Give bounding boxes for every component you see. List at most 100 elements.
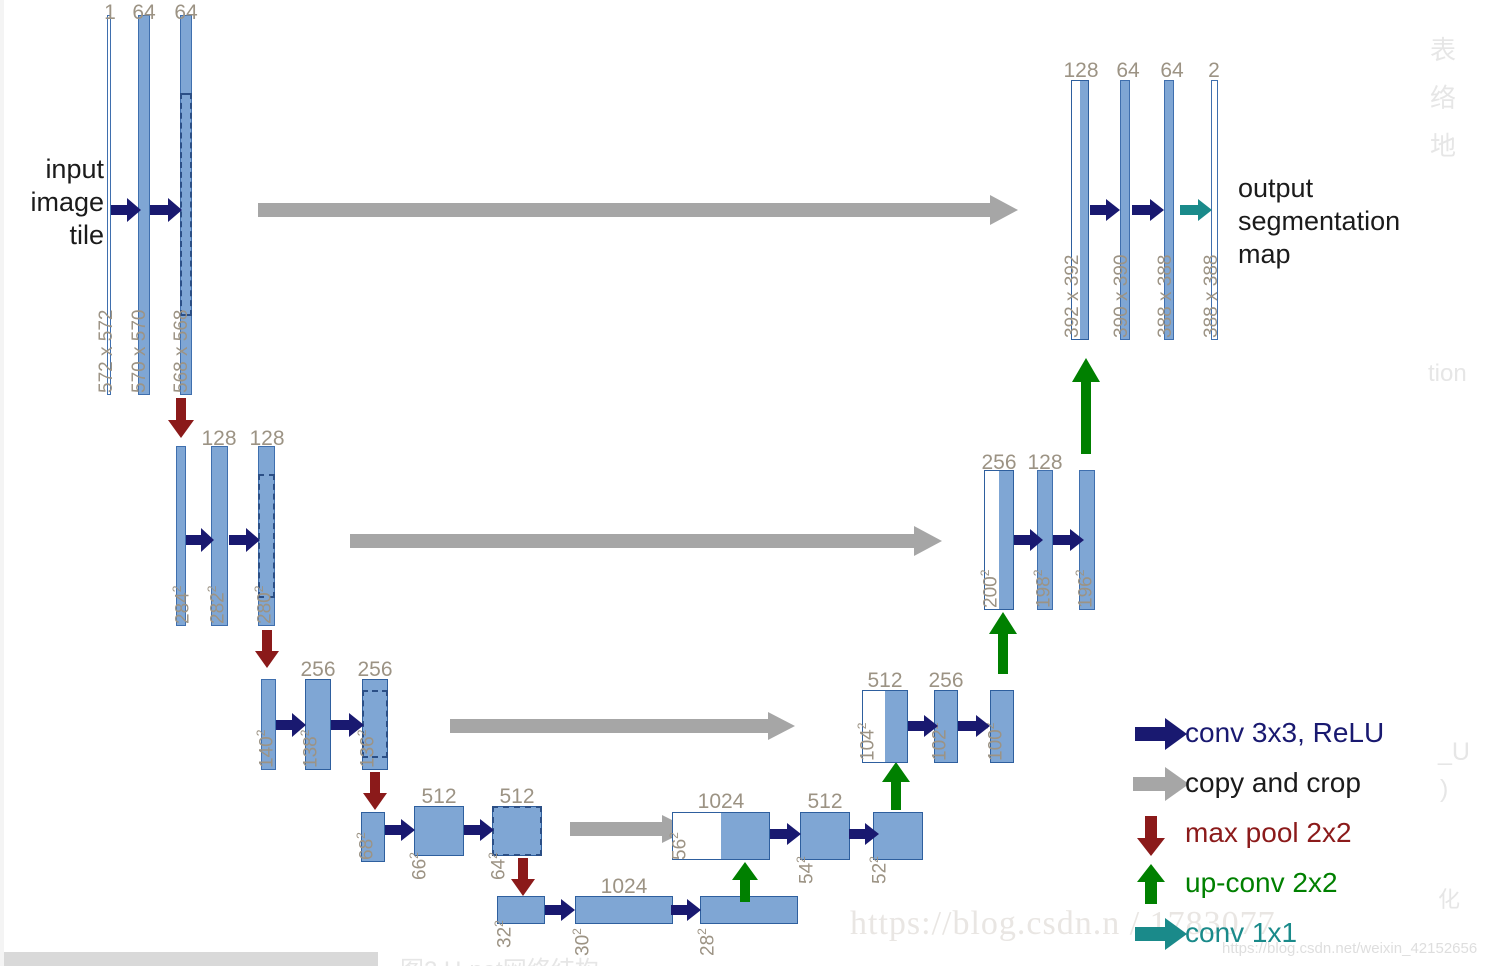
max-pool-arrow-1 [168,398,194,438]
right-arrow-icon [1133,760,1189,808]
bleed-cjk-2: 络 [1430,83,1457,113]
conv-arrow-dec4-b [849,820,879,848]
max-pool-arrow-4 [511,858,535,896]
conv-arrow-enc3-b [331,710,364,740]
legend-label-maxpool: max pool 2x2 [1185,817,1352,848]
dim-dec2-2: 1982 [1031,569,1055,608]
dim-dec1-3: 388 x 388 [1155,254,1176,338]
conv-arrow-enc3-a [276,710,306,740]
block-enc4-2 [414,806,464,856]
channels-enc4-3: 512 [499,785,535,808]
dim-dec1-2: 390 x 390 [1111,254,1132,338]
down-arrow-icon [1133,810,1189,858]
right-arrow-icon [1133,710,1189,758]
dim-bottleneck-3: 282 [695,928,719,956]
block-dec1-concat [1071,80,1089,340]
max-pool-arrow-3 [363,772,387,810]
page-edge-left [0,0,4,966]
dim-enc3-1: 1402 [254,729,278,768]
channels-enc1-3: 64 [174,1,198,24]
dim-bottleneck-2: 302 [570,928,594,956]
channels-dec4-2: 512 [807,790,843,813]
block-enc1-1 [107,15,111,395]
channels-dec1-2: 64 [1116,59,1140,82]
block-enc1-2 [138,15,150,395]
dim-bottleneck-1: 322 [492,920,516,948]
block-dec1-3 [1164,80,1174,340]
conv-arrow-dec3-b [958,712,990,740]
input-label: input image tile [30,154,104,250]
channels-enc1-1: 1 [104,1,116,24]
channels-dec1-3: 64 [1160,59,1184,82]
conv-arrow-dec2-a [1014,526,1043,554]
channels-enc2-2: 128 [201,427,237,450]
conv-arrow-dec1-a [1090,196,1120,224]
dim-dec3-1: 1042 [855,722,879,761]
copy-crop-arrow-1 [258,193,1018,227]
conv-arrow-bottleneck-a [545,896,575,924]
up-conv-arrow-2 [989,612,1017,674]
crop-region-enc3 [362,690,388,758]
dim-enc1-3: 568 x 568 [171,309,192,393]
bleed-cjk-3: 地 [1430,131,1457,161]
channels-enc2-3: 128 [249,427,285,450]
dim-enc4-2: 662 [407,852,431,880]
conv-arrow-enc1-a [111,195,141,225]
channels-enc1-2: 64 [132,1,156,24]
dim-enc2-2: 2822 [205,585,229,624]
up-conv-arrow-3 [882,762,910,810]
block-dec4-3 [873,812,923,860]
channels-dec1-1: 128 [1063,59,1099,82]
conv-arrow-dec3-a [908,712,938,740]
legend-label-copycrop: copy and crop [1185,767,1361,798]
legend-item-conv3x3: conv 3x3, ReLU [1133,710,1493,760]
dim-enc1-2: 570 x 570 [129,309,150,393]
max-pool-arrow-2 [255,630,279,668]
dim-dec2-1: 2002 [978,569,1002,608]
legend: conv 3x3, ReLU copy and crop max pool 2x… [1133,710,1493,960]
conv-arrow-dec4-a [770,820,801,848]
dim-dec4-3: 522 [867,856,891,884]
dim-enc1-1: 572 x 572 [96,309,117,393]
channels-dec2-1: 256 [981,451,1017,474]
dim-dec4-2: 542 [794,856,818,884]
block-enc2-1 [176,446,186,626]
channels-dec4-1: 1024 [697,790,745,813]
conv-arrow-dec2-b [1053,526,1084,554]
channels-dec3-2: 256 [928,669,964,692]
conv-1x1-arrow-output [1180,196,1212,224]
crop-region-enc1 [180,93,192,316]
conv-arrow-enc4-b [464,816,494,844]
legend-label-conv1x1: conv 1x1 [1185,917,1298,948]
legend-item-upconv: up-conv 2x2 [1133,860,1493,910]
dim-dec1-1: 392 x 392 [1062,254,1083,338]
up-conv-arrow-4 [732,862,758,902]
block-dec3-concat [862,690,908,763]
legend-label-upconv: up-conv 2x2 [1185,867,1338,898]
copy-crop-arrow-4 [570,813,690,845]
output-label: output segmentation map [1238,173,1401,269]
channels-enc3-2: 256 [300,658,336,681]
block-dec4-2 [800,812,850,860]
channels-enc3-3: 256 [357,658,393,681]
copy-crop-arrow-2 [350,524,942,558]
legend-item-copycrop: copy and crop [1133,760,1493,810]
channels-dec1-4: 2 [1208,59,1220,82]
conv-arrow-bottleneck-b [671,896,701,924]
block-enc4-1 [361,812,385,862]
dim-enc4-3: 642 [486,852,510,880]
block-bottleneck-1 [497,896,545,924]
bleed-cjk-1: 表 [1430,35,1457,65]
dim-dec4-1: 562 [667,832,691,860]
block-dec4-concat [672,812,770,860]
block-enc2-2 [211,446,228,626]
block-dec2-concat [984,470,1014,610]
channels-enc4-2: 512 [421,785,457,808]
conv-arrow-enc2-a [186,525,214,555]
dim-dec1-4: 388 x 388 [1201,254,1222,338]
block-dec3-2 [934,690,958,763]
page-strip [0,952,378,966]
up-arrow-icon [1133,860,1189,908]
channels-bottleneck-2: 1024 [600,875,648,898]
